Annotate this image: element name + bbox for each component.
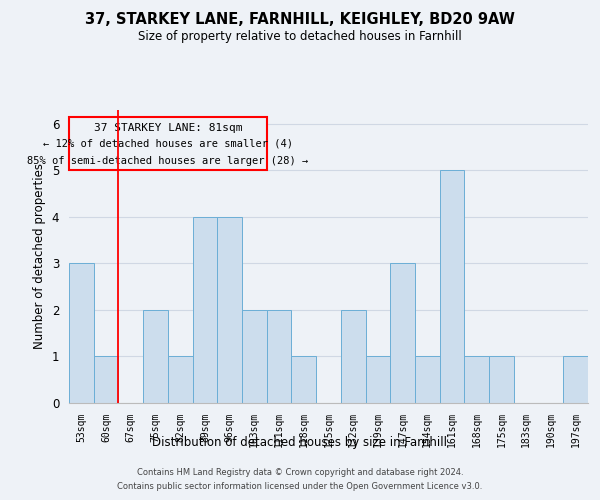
Bar: [489, 356, 514, 403]
Bar: [365, 356, 390, 403]
Bar: [440, 170, 464, 402]
Bar: [390, 263, 415, 402]
Bar: [267, 310, 292, 402]
Bar: [242, 310, 267, 402]
Bar: [69, 117, 267, 170]
Bar: [69, 263, 94, 402]
Bar: [94, 356, 118, 403]
Text: ← 12% of detached houses are smaller (4): ← 12% of detached houses are smaller (4): [43, 138, 293, 148]
Text: Size of property relative to detached houses in Farnhill: Size of property relative to detached ho…: [138, 30, 462, 43]
Bar: [292, 356, 316, 403]
Text: Distribution of detached houses by size in Farnhill: Distribution of detached houses by size …: [152, 436, 448, 449]
Bar: [168, 356, 193, 403]
Text: Contains HM Land Registry data © Crown copyright and database right 2024.: Contains HM Land Registry data © Crown c…: [137, 468, 463, 477]
Text: 37, STARKEY LANE, FARNHILL, KEIGHLEY, BD20 9AW: 37, STARKEY LANE, FARNHILL, KEIGHLEY, BD…: [85, 12, 515, 28]
Text: 37 STARKEY LANE: 81sqm: 37 STARKEY LANE: 81sqm: [94, 122, 242, 132]
Bar: [217, 217, 242, 402]
Text: 85% of semi-detached houses are larger (28) →: 85% of semi-detached houses are larger (…: [27, 156, 308, 166]
Bar: [143, 310, 168, 402]
Text: Contains public sector information licensed under the Open Government Licence v3: Contains public sector information licen…: [118, 482, 482, 491]
Bar: [193, 217, 217, 402]
Bar: [341, 310, 365, 402]
Bar: [464, 356, 489, 403]
Bar: [563, 356, 588, 403]
Bar: [415, 356, 440, 403]
Y-axis label: Number of detached properties: Number of detached properties: [33, 163, 46, 349]
